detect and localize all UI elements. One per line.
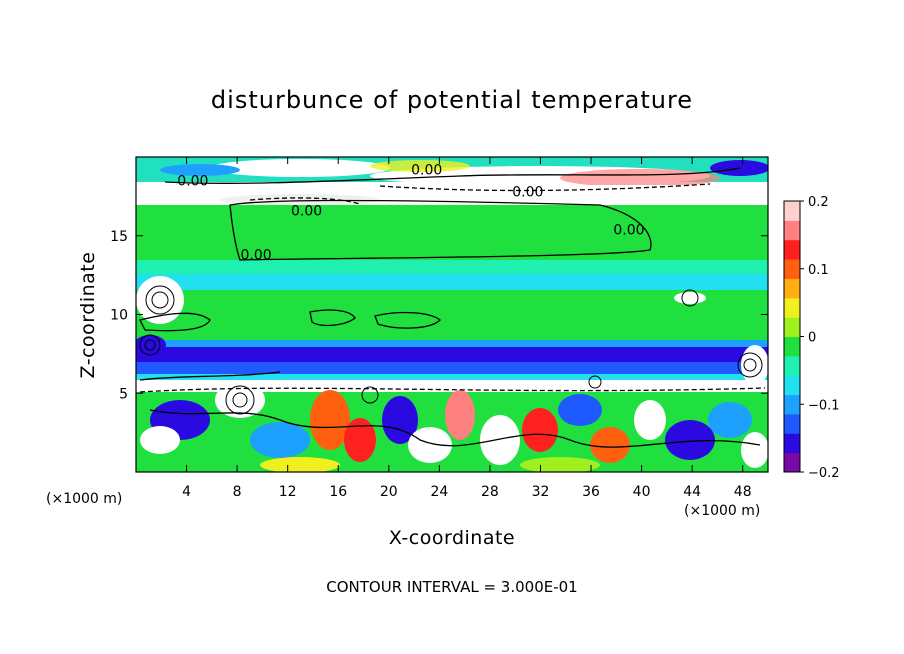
colorbar-tick-label: −0.2 — [808, 466, 840, 481]
x-tick-label: 16 — [329, 484, 347, 500]
colorbar-swatch — [784, 201, 800, 221]
colorbar-tick-label: −0.1 — [808, 398, 840, 413]
colorbar-swatch — [784, 452, 800, 473]
chart-title: disturbunce of potential temperature — [210, 86, 694, 114]
contour-label: 0.00 — [411, 163, 442, 179]
contour-interval-note: CONTOUR INTERVAL = 3.000E-01 — [326, 578, 578, 596]
x-tick-label: 24 — [430, 484, 448, 500]
x-axis-label: X-coordinate — [388, 527, 516, 549]
x-tick-label: 32 — [532, 484, 550, 500]
contour-labels: 0.00 0.00 0.00 0.00 0.00 0.00 — [177, 163, 644, 264]
colorbar-swatch — [784, 355, 800, 376]
y-tick-label: 15 — [110, 229, 128, 245]
x-tick-label: 40 — [633, 484, 651, 500]
colorbar-tick-label: 0.1 — [808, 263, 829, 278]
x-tick-label: 4 — [182, 484, 191, 500]
colorbar-swatch — [784, 259, 800, 279]
y-axis-label: Z-coordinate — [77, 251, 99, 379]
colorbar — [783, 200, 801, 473]
y-tick-label: 10 — [110, 308, 128, 324]
x-tick-label: 36 — [582, 484, 600, 500]
contour-label: 0.00 — [177, 174, 208, 190]
x-tick-label: 8 — [233, 484, 242, 500]
colorbar-tick-label: 0 — [808, 331, 816, 346]
x-unit-left: (×1000 m) — [46, 491, 123, 507]
colorbar-swatch — [784, 394, 800, 415]
colorbar-swatch — [784, 317, 800, 337]
colorbar-swatch — [784, 375, 800, 396]
contour-label: 0.00 — [291, 204, 322, 220]
y-tick-label: 5 — [119, 386, 128, 402]
x-tick-label: 28 — [481, 484, 499, 500]
heatmap-field — [136, 157, 768, 472]
colorbar-ticks: 0.2 0.1 0 −0.1 −0.2 — [800, 195, 840, 481]
contour-label: 0.00 — [240, 248, 271, 264]
x-tick-label: 44 — [683, 484, 701, 500]
contour-label: 0.00 — [512, 185, 543, 201]
colorbar-swatch — [784, 239, 800, 260]
x-unit-right: (×1000 m) — [684, 503, 761, 519]
x-tick-label: 48 — [734, 484, 752, 500]
x-tick-label: 20 — [380, 484, 398, 500]
x-axis: 4 8 12 16 20 24 28 32 36 40 44 48 — [182, 157, 752, 500]
colorbar-swatch — [784, 336, 800, 357]
colorbar-swatch — [784, 433, 800, 454]
colorbar-swatch — [784, 278, 800, 299]
y-axis: 5 10 15 — [110, 229, 768, 402]
contour-label: 0.00 — [613, 222, 644, 238]
x-tick-label: 12 — [279, 484, 297, 500]
colorbar-swatch — [784, 297, 800, 318]
colorbar-swatch — [784, 413, 800, 434]
colorbar-swatch — [784, 220, 800, 241]
colorbar-tick-label: 0.2 — [808, 195, 829, 210]
